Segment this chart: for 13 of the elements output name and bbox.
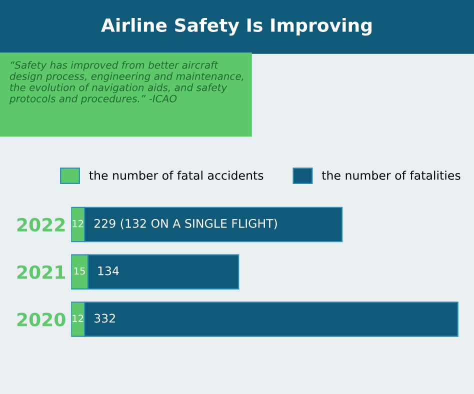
- y-tick-label: 2021: [17, 265, 65, 279]
- y-tick-label: 2020: [17, 312, 66, 326]
- data-label: 15: [74, 267, 85, 275]
- data-label: 229 (132 ON A SINGLE FLIGHT): [94, 218, 277, 230]
- text: “Safety has improved from better aircraft design process, engineering and maintenance, the evolution of navigation aids, and safety protocols and procedures.” -ICAO: [9, 61, 244, 104]
- data-label: 12: [72, 314, 84, 322]
- y-tick-label: 2022: [17, 218, 65, 232]
- legend-label: the number of fatal accidents: [89, 170, 264, 180]
- legend-label: the number of fatalities: [322, 170, 460, 180]
- data-label: 12: [72, 220, 84, 228]
- data-label: 134: [98, 266, 119, 276]
- data-label: 332: [94, 314, 115, 323]
- chart-title: Airline Safety Is Improving: [101, 18, 372, 36]
